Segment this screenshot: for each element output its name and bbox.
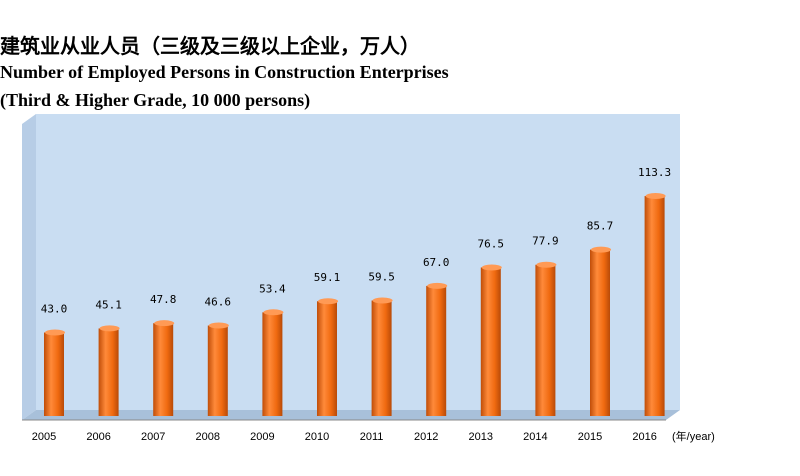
value-label-2015: 85.7 bbox=[587, 220, 614, 233]
value-label-2008: 46.6 bbox=[205, 296, 232, 309]
value-label-2011: 59.5 bbox=[368, 270, 395, 283]
x-tick-2011: 2011 bbox=[360, 431, 384, 443]
bar-2005 bbox=[44, 329, 65, 416]
value-label-2012: 67.0 bbox=[423, 256, 450, 269]
value-label-2007: 47.8 bbox=[150, 293, 177, 306]
bar-2015 bbox=[590, 246, 611, 416]
value-label-2005: 43.0 bbox=[41, 303, 68, 316]
value-label-2006: 45.1 bbox=[95, 298, 122, 311]
bar-2013 bbox=[480, 264, 502, 416]
chart-title-english-line2: (Third & Higher Grade, 10 000 persons) bbox=[0, 90, 311, 110]
bar-2012 bbox=[426, 282, 448, 416]
value-label-2009: 53.4 bbox=[259, 282, 286, 295]
value-label-2016: 113.3 bbox=[638, 166, 671, 179]
x-tick-2015: 2015 bbox=[578, 431, 602, 443]
x-tick-2008: 2008 bbox=[196, 431, 220, 443]
plot-floor bbox=[22, 410, 680, 420]
x-tick-2016: 2016 bbox=[632, 431, 656, 443]
bar-2010 bbox=[317, 298, 338, 416]
x-tick-2014: 2014 bbox=[523, 431, 547, 443]
bar-2014 bbox=[535, 261, 557, 416]
x-tick-2012: 2012 bbox=[414, 431, 438, 443]
chart-title-english-line1: Number of Employed Persons in Constructi… bbox=[0, 62, 449, 82]
plot-side-wall bbox=[22, 114, 36, 420]
x-tick-2009: 2009 bbox=[250, 431, 274, 443]
bar-2006 bbox=[98, 325, 120, 416]
value-label-2014: 77.9 bbox=[532, 235, 559, 248]
plot-back-wall bbox=[36, 114, 680, 410]
bar-2009 bbox=[262, 309, 284, 416]
chart-title-chinese: 建筑业从业人员（三级及三级以上企业，万人） bbox=[0, 34, 420, 58]
value-label-2013: 76.5 bbox=[478, 237, 505, 250]
x-tick-2005: 2005 bbox=[32, 431, 56, 443]
bar-2011 bbox=[371, 297, 393, 416]
x-tick-2010: 2010 bbox=[305, 431, 329, 443]
value-label-2010: 59.1 bbox=[314, 271, 341, 284]
x-axis-label: (年/year) bbox=[672, 429, 715, 443]
bar-2007 bbox=[153, 320, 175, 416]
x-tick-2013: 2013 bbox=[469, 431, 493, 443]
bar-2008 bbox=[207, 322, 229, 416]
x-tick-2006: 2006 bbox=[86, 431, 110, 443]
bar-2016 bbox=[644, 193, 666, 416]
x-tick-2007: 2007 bbox=[141, 431, 165, 443]
